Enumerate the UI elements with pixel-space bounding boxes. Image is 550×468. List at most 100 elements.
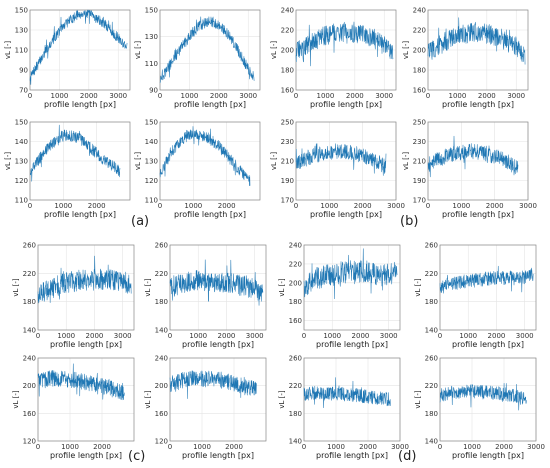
y-tick-label: 70 <box>19 87 28 95</box>
panel-b1: 0 1000 2000 3000 160 180 200 220 240 profile leng… <box>270 7 397 109</box>
y-tick-label: 170 <box>413 197 426 205</box>
x-tick-label: 1000 <box>54 202 72 210</box>
y-tick-label: 90 <box>19 67 28 75</box>
series-line-d1 <box>303 248 398 299</box>
y-tick-label: 240 <box>23 355 36 363</box>
panel-c4: 0 1000 2000 120 160 200 240 profile length [px]… <box>144 355 267 460</box>
y-tick-label: 180 <box>23 298 36 306</box>
panel-a2: 0 1000 2000 3000 90 110 130 150 profile length [… <box>134 7 261 109</box>
x-tick-label: 2000 <box>93 443 111 451</box>
x-tick-label: 2000 <box>80 92 98 100</box>
panel-d2: 0 1000 2000 3000 140 180 220 260 profile length … <box>414 242 537 349</box>
y-axis-label: vL [-] <box>4 41 12 60</box>
y-tick-label: 160 <box>23 410 36 418</box>
y-tick-label: 160 <box>281 87 294 95</box>
panel-a3: 0 1000 2000 110 120 130 140 150 profile length [… <box>4 119 131 219</box>
y-tick-label: 250 <box>413 119 426 127</box>
y-tick-label: 240 <box>281 7 294 15</box>
x-tick-label: 1000 <box>180 92 198 100</box>
x-tick-label: 1000 <box>193 443 211 451</box>
plot-frame <box>439 357 537 442</box>
x-tick-label: 1000 <box>57 332 75 340</box>
y-tick-label: 220 <box>281 27 294 35</box>
x-tick-label: 2000 <box>478 92 496 100</box>
series-line-c2 <box>169 259 264 306</box>
panel-c3: 0 1000 2000 120 160 200 240 profile length [px]… <box>12 355 135 460</box>
y-axis-label: vL [-] <box>270 152 278 171</box>
y-tick-label: 220 <box>425 270 438 278</box>
panel-b3: 0 1000 2000 3000 170 190 210 230 250 profile leng… <box>270 119 405 220</box>
y-tick-label: 180 <box>281 67 294 75</box>
y-tick-label: 230 <box>413 138 426 146</box>
y-tick-label: 230 <box>281 138 294 146</box>
y-axis-label: vL [-] <box>4 152 12 171</box>
x-tick-label: 0 <box>168 332 172 340</box>
x-tick-label: 0 <box>426 92 430 100</box>
y-tick-label: 180 <box>289 298 302 306</box>
y-tick-label: 120 <box>145 177 158 185</box>
y-tick-label: 150 <box>145 7 158 15</box>
y-axis-label: vL [-] <box>12 390 20 409</box>
y-tick-label: 220 <box>289 260 302 268</box>
x-tick-label: 0 <box>36 443 40 451</box>
series-line-a3 <box>29 124 121 182</box>
y-tick-label: 210 <box>281 158 294 166</box>
y-axis-label: vL [-] <box>144 390 152 409</box>
x-tick-label: 0 <box>28 92 32 100</box>
x-tick-label: 1000 <box>452 202 470 210</box>
y-axis-label: vL [-] <box>134 152 142 171</box>
x-axis-label: profile length [px] <box>310 100 382 109</box>
y-tick-label: 150 <box>15 119 28 127</box>
plot-frame <box>303 357 401 442</box>
y-axis-label: vL [-] <box>402 152 410 171</box>
x-tick-label: 1000 <box>459 332 477 340</box>
x-tick-label: 0 <box>168 443 172 451</box>
y-tick-label: 220 <box>23 270 36 278</box>
y-axis-label: vL [-] <box>278 390 286 409</box>
x-tick-label: 2000 <box>486 202 504 210</box>
x-tick-label: 3000 <box>519 202 537 210</box>
plot-frame <box>159 121 261 201</box>
y-tick-label: 200 <box>281 47 294 55</box>
y-tick-label: 160 <box>413 87 426 95</box>
x-tick-label: 3000 <box>380 332 398 340</box>
x-tick-label: 1000 <box>320 202 338 210</box>
y-tick-label: 200 <box>289 279 302 287</box>
y-tick-label: 240 <box>289 242 302 250</box>
x-tick-label: 0 <box>28 202 32 210</box>
panel-b4: 0 1000 2000 3000 170 190 210 230 250 profile leng… <box>402 119 537 220</box>
x-tick-label: 1000 <box>327 443 345 451</box>
y-tick-label: 140 <box>425 438 438 446</box>
y-tick-label: 160 <box>289 317 302 325</box>
y-tick-label: 130 <box>145 33 158 41</box>
x-tick-label: 2000 <box>352 332 370 340</box>
y-tick-label: 200 <box>413 47 426 55</box>
series-line-c3 <box>37 363 125 401</box>
x-tick-label: 2000 <box>218 332 236 340</box>
plot-frame <box>37 357 135 442</box>
panel-d3: 0 1000 2000 3000 140 180 220 260 profile length … <box>278 355 409 461</box>
x-tick-label: 0 <box>438 443 442 451</box>
panel-a1: 0 1000 2000 3000 70 90 110 130 150 profile length… <box>4 7 131 109</box>
x-tick-label: 3000 <box>239 92 257 100</box>
group-label-a: (a) <box>131 214 150 229</box>
x-tick-label: 1000 <box>61 443 79 451</box>
x-tick-label: 2000 <box>359 443 377 451</box>
x-tick-label: 2000 <box>495 443 513 451</box>
y-tick-label: 140 <box>15 138 28 146</box>
x-axis-label: profile length [px] <box>174 210 246 219</box>
y-tick-label: 90 <box>149 87 158 95</box>
x-axis-label: profile length [px] <box>44 100 116 109</box>
group-label-b: (b) <box>400 214 419 229</box>
x-tick-label: 3000 <box>375 92 393 100</box>
y-axis-label: vL [-] <box>278 278 286 297</box>
x-tick-label: 3000 <box>516 332 534 340</box>
x-tick-label: 0 <box>302 332 306 340</box>
x-tick-label: 3000 <box>109 92 127 100</box>
y-tick-label: 180 <box>289 410 302 418</box>
x-axis-label: profile length [px] <box>50 340 122 349</box>
x-tick-label: 3000 <box>246 332 264 340</box>
panel-d4: 0 1000 2000 3000 140 180 220 260 profile length … <box>414 355 545 461</box>
y-axis-label: vL [-] <box>12 278 20 297</box>
group-label-c: (c) <box>128 449 146 464</box>
